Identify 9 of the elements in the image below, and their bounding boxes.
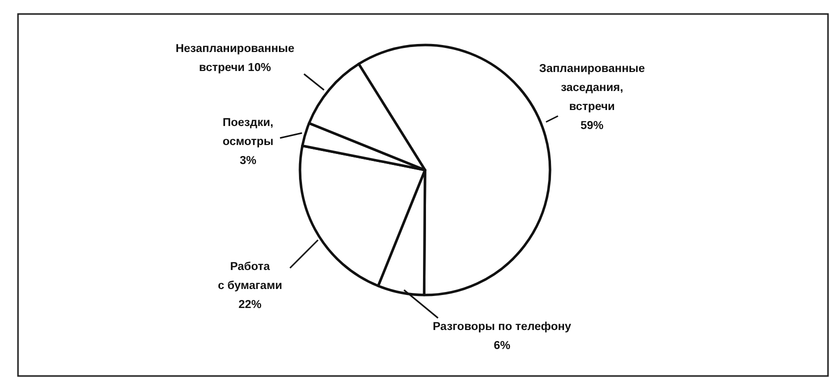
- data-label: 6%: [494, 340, 510, 352]
- slice-label: Запланированные заседания, встречи: [539, 63, 645, 113]
- slice-label: Поездки, осмотры: [222, 117, 274, 148]
- data-label: 59%: [580, 120, 604, 132]
- slice-label: Незапланированные встречи 10%: [176, 43, 294, 74]
- slice-label: Разговоры по телефону: [432, 321, 572, 333]
- data-label: 3%: [240, 155, 256, 167]
- data-label: 22%: [238, 299, 262, 311]
- slice-label: Работа с бумагами: [218, 261, 282, 292]
